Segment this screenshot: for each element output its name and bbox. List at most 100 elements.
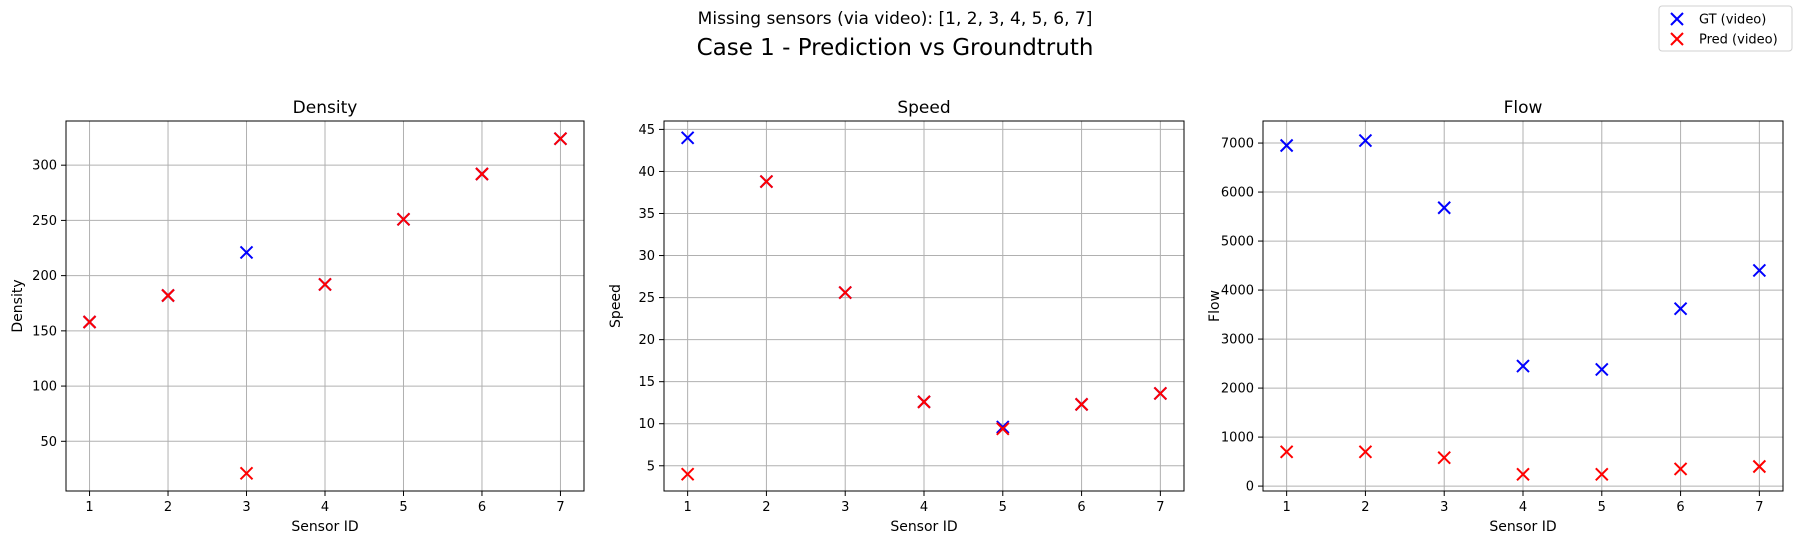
- x-tick-label: 1: [85, 500, 93, 515]
- y-tick-label: 150: [32, 324, 57, 339]
- y-tick-label: 40: [638, 165, 655, 180]
- data-point: [1516, 467, 1530, 482]
- series-pred-video: [680, 174, 1168, 481]
- y-tick-label: 20: [638, 333, 655, 348]
- x-tick-label: 4: [1519, 500, 1527, 515]
- data-point: [396, 212, 411, 227]
- y-tick-label: 7000: [1221, 137, 1254, 152]
- data-point: [917, 395, 931, 409]
- data-point: [161, 288, 175, 303]
- y-tick-label: 30: [638, 249, 655, 264]
- data-point: [1673, 462, 1688, 476]
- series-gt-video: [1279, 133, 1767, 377]
- data-point: [1752, 459, 1767, 474]
- x-tick-label: 2: [1361, 500, 1369, 515]
- data-point: [996, 420, 1010, 434]
- x-axis-label: Sensor ID: [291, 519, 358, 535]
- subplot-title: Flow: [1504, 98, 1543, 118]
- x-tick-label: 5: [999, 500, 1007, 515]
- x-tick-label: 2: [164, 500, 172, 515]
- data-point: [680, 131, 695, 145]
- data-point: [1673, 301, 1688, 316]
- data-point: [1437, 201, 1451, 215]
- subplot-title: Speed: [897, 98, 950, 118]
- y-tick-label: 300: [32, 159, 57, 174]
- data-point: [680, 467, 695, 481]
- series-pred-video: [82, 131, 568, 481]
- data-point: [82, 315, 97, 329]
- x-tick-label: 3: [242, 500, 250, 515]
- figure-subtitle: Missing sensors (via video): [1, 2, 3, 4…: [698, 9, 1093, 29]
- y-tick-label: 50: [40, 435, 57, 450]
- y-tick-label: 45: [638, 123, 655, 138]
- y-tick-label: 1000: [1221, 431, 1254, 446]
- axes-frame: [663, 120, 1185, 492]
- x-tick-label: 1: [683, 500, 691, 515]
- figure-title: Case 1 - Prediction vs Groundtruth: [697, 35, 1094, 61]
- data-point: [1752, 263, 1767, 278]
- x-tick-label: 4: [321, 500, 329, 515]
- legend-entry: Pred (video): [1670, 32, 1778, 48]
- y-tick-label: 6000: [1221, 186, 1254, 201]
- x-tick-label: 5: [399, 500, 407, 515]
- data-point: [475, 167, 489, 181]
- x-tick-label: 7: [556, 500, 564, 515]
- x-tick-label: 6: [1676, 500, 1684, 515]
- x-tick-label: 4: [920, 500, 928, 515]
- data-point: [1595, 467, 1609, 482]
- data-point: [1279, 445, 1294, 459]
- data-point: [838, 285, 852, 300]
- data-point: [1153, 386, 1168, 401]
- y-tick-label: 0: [1246, 480, 1254, 495]
- y-tick-label: 5000: [1221, 235, 1254, 250]
- x-axis-label: Sensor ID: [890, 519, 957, 535]
- y-tick-label: 10: [638, 417, 655, 432]
- legend-frame: [1658, 5, 1793, 52]
- legend-label: Pred (video): [1699, 33, 1778, 48]
- y-axis-label: Speed: [608, 284, 624, 328]
- y-tick-label: 35: [638, 207, 655, 222]
- data-point: [1279, 138, 1294, 153]
- y-tick-label: 15: [638, 375, 655, 390]
- x-tick-label: 7: [1755, 500, 1763, 515]
- y-axis-label: Density: [10, 279, 26, 332]
- x-tick-label: 3: [841, 500, 849, 515]
- subplot-density: 1 2 3 4 5 6 7 50 100 150 200 250 300 Density Sensor ID…: [10, 98, 585, 535]
- x-tick-label: 2: [762, 500, 770, 515]
- x-tick-label: 1: [1282, 500, 1290, 515]
- y-axis-label: Flow: [1207, 290, 1223, 322]
- y-tick-label: 25: [638, 291, 655, 306]
- data-point: [1516, 359, 1530, 373]
- y-tick-label: 250: [32, 214, 57, 229]
- data-point: [553, 131, 568, 146]
- data-point: [239, 466, 254, 481]
- x-tick-label: 6: [478, 500, 486, 515]
- y-tick-label: 100: [32, 380, 57, 395]
- x-tick-label: 3: [1440, 500, 1448, 515]
- series-pred-video: [1279, 445, 1767, 482]
- data-point: [1595, 362, 1609, 377]
- y-tick-label: 2000: [1221, 382, 1254, 397]
- data-point: [1074, 397, 1089, 412]
- x-tick-label: 5: [1598, 500, 1606, 515]
- data-point: [996, 422, 1010, 436]
- legend-marker: [1670, 12, 1684, 26]
- legend-entry: GT (video): [1670, 12, 1766, 28]
- x-tick-label: 7: [1156, 500, 1164, 515]
- data-point: [239, 245, 254, 260]
- x-tick-label: 6: [1077, 500, 1085, 515]
- y-tick-label: 200: [32, 269, 57, 284]
- data-point: [318, 277, 332, 292]
- data-point: [759, 174, 774, 189]
- y-tick-label: 5: [647, 459, 655, 474]
- legend: GT (video) Pred (video): [1658, 5, 1793, 52]
- x-axis-label: Sensor ID: [1489, 519, 1556, 535]
- legend-label: GT (video): [1699, 13, 1766, 28]
- data-point: [1437, 450, 1451, 465]
- axes-frame: [1262, 120, 1784, 492]
- subplot-title: Density: [293, 98, 358, 118]
- subplot-flow: 1 2 3 4 5 6 7 0 1000 2000 3000 4000 5000 6000 7000 Flow…: [1207, 98, 1784, 535]
